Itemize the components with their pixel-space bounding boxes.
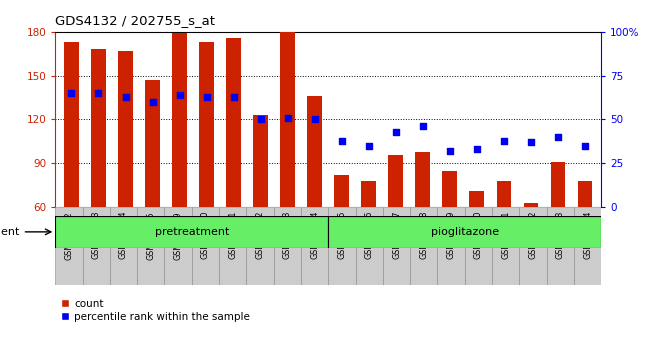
Text: GSM201841: GSM201841 [501, 211, 510, 259]
Bar [280, 32, 295, 207]
Bar [91, 50, 106, 207]
Bar [410, 207, 437, 285]
Bar [547, 207, 574, 285]
Point [120, 94, 131, 99]
Bar [389, 154, 403, 207]
Bar [437, 207, 465, 285]
Text: GSM201832: GSM201832 [255, 211, 265, 259]
Text: GSM201829: GSM201829 [174, 211, 183, 259]
Text: GSM201830: GSM201830 [201, 211, 210, 259]
Point [526, 139, 536, 145]
Bar [328, 207, 356, 285]
Point [283, 115, 293, 121]
Bar [246, 207, 274, 285]
Point [552, 134, 563, 140]
Point [337, 138, 347, 143]
Bar [578, 181, 592, 207]
Bar [574, 207, 601, 285]
Text: GSM201834: GSM201834 [310, 211, 319, 259]
Text: agent: agent [0, 227, 20, 237]
Text: GSM201835: GSM201835 [337, 211, 346, 259]
Bar [64, 42, 79, 207]
Bar [492, 207, 519, 285]
Point [580, 143, 590, 149]
Point [445, 148, 455, 154]
Bar [172, 33, 187, 207]
Point [309, 117, 320, 122]
Bar [523, 203, 538, 207]
Text: GSM201844: GSM201844 [583, 211, 592, 259]
Text: GSM201843: GSM201843 [556, 211, 565, 259]
Point [66, 90, 77, 96]
Point [202, 94, 212, 99]
Bar [274, 207, 301, 285]
Bar [301, 207, 328, 285]
Text: GSM201545: GSM201545 [146, 211, 155, 259]
Bar [192, 207, 219, 285]
Bar [83, 207, 110, 285]
Bar [219, 207, 246, 285]
Bar [519, 207, 547, 285]
Text: GSM201836: GSM201836 [365, 211, 374, 259]
Bar [361, 181, 376, 207]
Point [499, 138, 509, 143]
Bar [328, 216, 601, 248]
Point [174, 92, 185, 98]
Bar [415, 152, 430, 207]
Text: GSM201831: GSM201831 [228, 211, 237, 259]
Bar [137, 207, 164, 285]
Bar [465, 207, 492, 285]
Point [255, 117, 266, 122]
Text: GSM201840: GSM201840 [474, 211, 483, 259]
Bar [118, 51, 133, 207]
Point [363, 143, 374, 149]
Legend: count, percentile rank within the sample: count, percentile rank within the sample [60, 299, 250, 322]
Text: GSM201543: GSM201543 [92, 211, 101, 259]
Bar [356, 207, 383, 285]
Bar [497, 181, 512, 207]
Bar [164, 207, 192, 285]
Bar [443, 171, 458, 207]
Point [148, 99, 158, 105]
Point [391, 129, 401, 135]
Bar [226, 38, 241, 207]
Point [472, 147, 482, 152]
Bar [383, 207, 410, 285]
Bar [469, 191, 484, 207]
Text: GSM201838: GSM201838 [419, 211, 428, 259]
Bar [110, 207, 137, 285]
Bar [334, 175, 349, 207]
Bar [551, 162, 566, 207]
Text: GSM201542: GSM201542 [64, 211, 73, 259]
Text: GSM201544: GSM201544 [119, 211, 128, 259]
Text: GSM201839: GSM201839 [447, 211, 456, 259]
Bar [199, 42, 214, 207]
Point [418, 124, 428, 129]
Point [94, 90, 104, 96]
Bar [254, 115, 268, 207]
Bar [55, 216, 328, 248]
Point [228, 94, 239, 99]
Bar [145, 80, 160, 207]
Bar [55, 207, 83, 285]
Text: GSM201833: GSM201833 [283, 211, 292, 259]
Text: GSM201837: GSM201837 [392, 211, 401, 259]
Bar [307, 96, 322, 207]
Text: GDS4132 / 202755_s_at: GDS4132 / 202755_s_at [55, 13, 215, 27]
Text: GSM201842: GSM201842 [528, 211, 538, 259]
Text: pretreatment: pretreatment [155, 227, 229, 237]
Text: pioglitazone: pioglitazone [431, 227, 499, 237]
